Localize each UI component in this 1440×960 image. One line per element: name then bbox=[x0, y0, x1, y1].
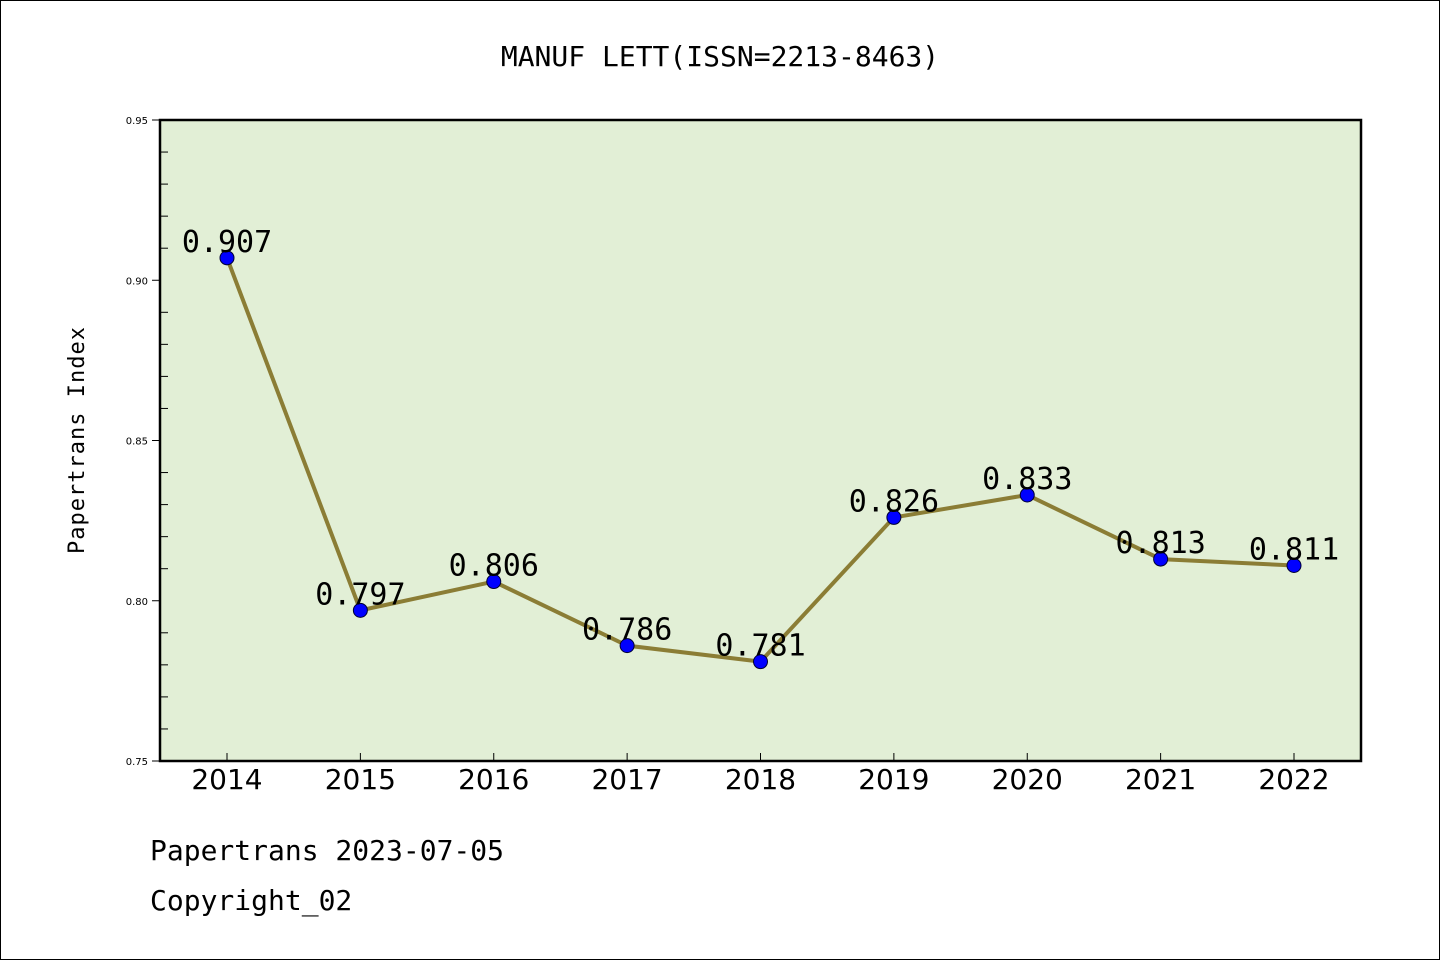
x-axis: 2014 2015 2016 2017 2018 2019 2020 2021 2022 bbox=[191, 753, 1330, 796]
y-axis: 0.75 0.80 0.85 0.90 0.95 bbox=[126, 116, 168, 768]
data-label: 0.811 bbox=[1249, 532, 1339, 567]
data-label: 0.786 bbox=[582, 613, 672, 648]
data-label: 0.781 bbox=[715, 629, 805, 664]
x-tick-label: 2018 bbox=[725, 763, 796, 796]
data-point bbox=[1019, 487, 1035, 503]
y-axis-label: Papertrans Index bbox=[65, 326, 90, 554]
y-tick-label: 0.75 bbox=[126, 757, 148, 768]
data-point bbox=[753, 654, 768, 670]
y-tick-label: 0.90 bbox=[126, 276, 148, 287]
x-tick-label: 2020 bbox=[992, 763, 1063, 796]
data-point bbox=[486, 574, 502, 590]
data-label: 0.907 bbox=[182, 225, 272, 260]
x-tick-label: 2021 bbox=[1125, 763, 1196, 796]
x-tick-label: 2022 bbox=[1258, 763, 1329, 796]
footer-date-line: Papertrans 2023-07-05 bbox=[150, 834, 505, 867]
data-point bbox=[886, 509, 902, 525]
chart-title: MANUF LETT(ISSN=2213-8463) bbox=[501, 40, 939, 73]
y-tick-label: 0.95 bbox=[126, 116, 148, 127]
data-label: 0.806 bbox=[449, 549, 539, 584]
data-label: 0.813 bbox=[1115, 526, 1205, 561]
data-label: 0.826 bbox=[849, 484, 939, 519]
series: 0.907 0.797 0.806 0.786 0.781 0.826 0.833 0.813… bbox=[182, 225, 1339, 670]
footer-copyright: Copyright_02 bbox=[150, 884, 353, 917]
data-point bbox=[1286, 557, 1302, 573]
y-tick-label: 0.80 bbox=[126, 597, 148, 608]
data-point bbox=[619, 638, 635, 654]
x-tick-label: 2019 bbox=[858, 763, 929, 796]
x-tick-label: 2014 bbox=[191, 763, 262, 796]
data-point bbox=[1153, 551, 1169, 567]
data-point bbox=[219, 250, 235, 266]
x-tick-label: 2015 bbox=[325, 763, 396, 796]
y-tick-label: 0.85 bbox=[126, 437, 148, 448]
data-point bbox=[352, 602, 368, 618]
x-tick-label: 2017 bbox=[591, 763, 662, 796]
data-label: 0.833 bbox=[982, 462, 1072, 497]
data-label: 0.797 bbox=[315, 577, 405, 612]
x-tick-label: 2016 bbox=[458, 763, 529, 796]
